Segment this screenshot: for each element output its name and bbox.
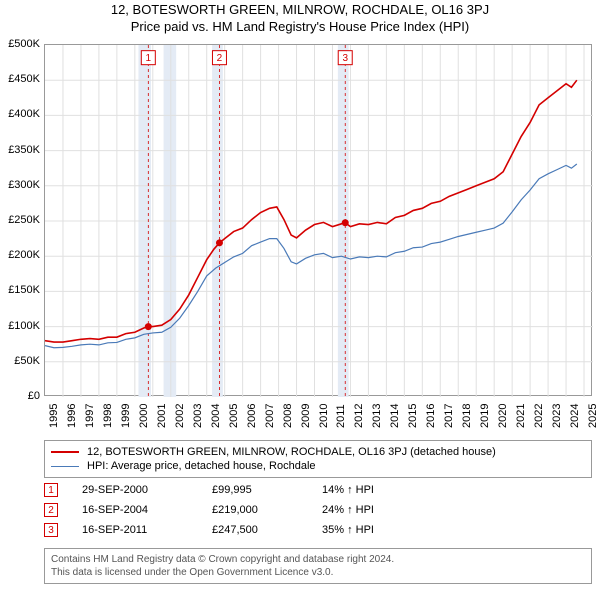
y-tick-label: £50K — [14, 355, 40, 367]
sale-diff: 35% ↑ HPI — [322, 524, 442, 536]
sale-row: 3 16-SEP-2011£247,50035% ↑ HPI — [44, 520, 592, 540]
x-tick-label: 2008 — [282, 404, 294, 428]
sale-row: 2 16-SEP-2004£219,00024% ↑ HPI — [44, 500, 592, 520]
legend-row: HPI: Average price, detached house, Roch… — [51, 459, 585, 473]
x-tick-label: 2021 — [515, 404, 527, 428]
sale-price: £99,995 — [212, 484, 322, 496]
svg-text:1: 1 — [146, 53, 152, 64]
y-tick-label: £400K — [8, 108, 40, 120]
x-tick-label: 2004 — [210, 404, 222, 428]
sale-date: 29-SEP-2000 — [82, 484, 212, 496]
x-tick-label: 2005 — [228, 404, 240, 428]
x-tick-label: 2000 — [138, 404, 150, 428]
x-tick-label: 2001 — [156, 404, 168, 428]
title-address: 12, BOTESWORTH GREEN, MILNROW, ROCHDALE,… — [0, 2, 600, 17]
x-tick-label: 2012 — [353, 404, 365, 428]
x-tick-label: 2017 — [443, 404, 455, 428]
y-tick-label: £100K — [8, 320, 40, 332]
x-tick-label: 2025 — [587, 404, 599, 428]
legend-row: 12, BOTESWORTH GREEN, MILNROW, ROCHDALE,… — [51, 445, 585, 459]
attribution-line1: Contains HM Land Registry data © Crown c… — [51, 553, 585, 566]
legend: 12, BOTESWORTH GREEN, MILNROW, ROCHDALE,… — [44, 440, 592, 478]
sales-table: 1 29-SEP-2000£99,99514% ↑ HPI 2 16-SEP-2004… — [44, 480, 592, 540]
y-tick-label: £450K — [8, 73, 40, 85]
x-tick-label: 2003 — [192, 404, 204, 428]
svg-text:3: 3 — [342, 53, 348, 64]
x-tick-label: 2022 — [533, 404, 545, 428]
x-tick-label: 2007 — [264, 404, 276, 428]
x-tick-label: 2009 — [300, 404, 312, 428]
y-tick-label: £300K — [8, 179, 40, 191]
x-tick-label: 1999 — [120, 404, 132, 428]
page: 12, BOTESWORTH GREEN, MILNROW, ROCHDALE,… — [0, 0, 600, 590]
x-tick-label: 2002 — [174, 404, 186, 428]
y-tick-label: £200K — [8, 249, 40, 261]
title-block: 12, BOTESWORTH GREEN, MILNROW, ROCHDALE,… — [0, 0, 600, 34]
sale-row: 1 29-SEP-2000£99,99514% ↑ HPI — [44, 480, 592, 500]
x-tick-label: 2006 — [246, 404, 258, 428]
x-tick-label: 2010 — [318, 404, 330, 428]
x-tick-label: 1997 — [84, 404, 96, 428]
x-tick-label: 2023 — [551, 404, 563, 428]
y-tick-label: £500K — [8, 38, 40, 50]
x-tick-label: 1995 — [48, 404, 60, 428]
title-subtitle: Price paid vs. HM Land Registry's House … — [0, 19, 600, 34]
sale-marker: 2 — [44, 503, 58, 517]
x-tick-label: 2018 — [461, 404, 473, 428]
y-tick-label: £350K — [8, 144, 40, 156]
x-tick-label: 2020 — [497, 404, 509, 428]
y-tick-label: £0 — [28, 390, 40, 402]
x-tick-label: 1998 — [102, 404, 114, 428]
legend-swatch — [51, 451, 79, 453]
sale-diff: 24% ↑ HPI — [322, 504, 442, 516]
sale-price: £219,000 — [212, 504, 322, 516]
svg-text:2: 2 — [217, 53, 223, 64]
x-tick-label: 2015 — [407, 404, 419, 428]
x-tick-label: 1996 — [66, 404, 78, 428]
x-tick-label: 2013 — [371, 404, 383, 428]
sale-marker: 1 — [44, 483, 58, 497]
x-tick-label: 2016 — [425, 404, 437, 428]
legend-label: HPI: Average price, detached house, Roch… — [87, 460, 316, 472]
x-tick-label: 2019 — [479, 404, 491, 428]
y-tick-label: £150K — [8, 284, 40, 296]
attribution-line2: This data is licensed under the Open Gov… — [51, 566, 585, 579]
sale-date: 16-SEP-2011 — [82, 524, 212, 536]
x-tick-label: 2014 — [389, 404, 401, 428]
x-tick-label: 2024 — [569, 404, 581, 428]
sale-diff: 14% ↑ HPI — [322, 484, 442, 496]
chart-canvas: 1 2 3 — [44, 44, 592, 396]
attribution: Contains HM Land Registry data © Crown c… — [44, 548, 592, 584]
legend-swatch — [51, 466, 79, 467]
y-tick-label: £250K — [8, 214, 40, 226]
sale-marker: 3 — [44, 523, 58, 537]
sale-date: 16-SEP-2004 — [82, 504, 212, 516]
sale-price: £247,500 — [212, 524, 322, 536]
legend-label: 12, BOTESWORTH GREEN, MILNROW, ROCHDALE,… — [87, 446, 496, 458]
x-tick-label: 2011 — [335, 404, 347, 428]
